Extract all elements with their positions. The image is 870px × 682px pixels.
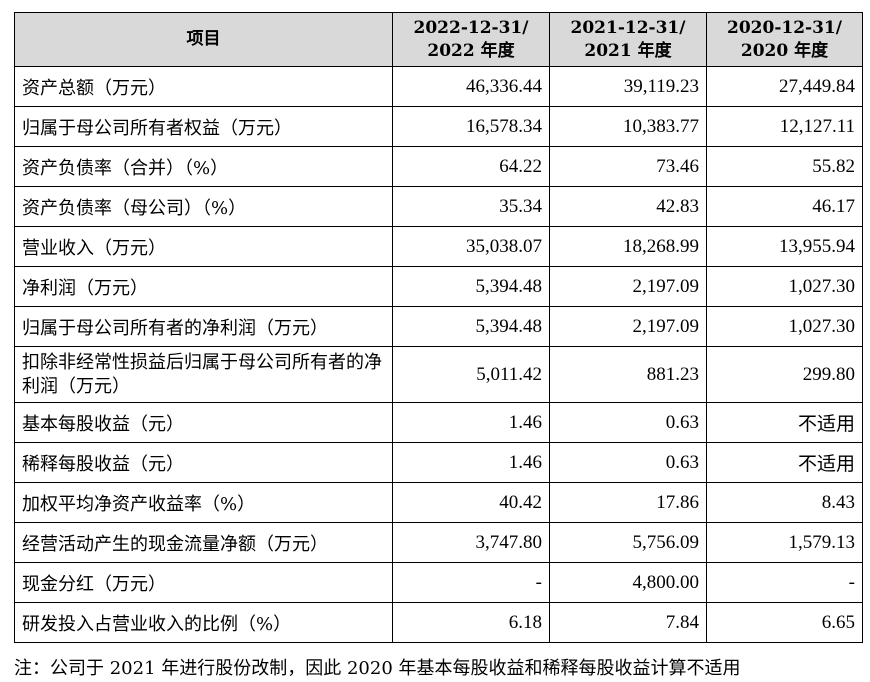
value-2021: 10,383.77 — [549, 106, 707, 147]
value-2022: 40.42 — [392, 482, 550, 523]
value-2021: 42.83 — [549, 186, 707, 227]
value-2020: 8.43 — [706, 482, 863, 523]
row-label: 资产总额（万元） — [14, 66, 393, 107]
table-row: 资产负债率（合并）（%） 64.22 73.46 55.82 — [14, 146, 863, 187]
table-row: 扣除非经常性损益后归属于母公司所有者的净利润（万元） 5,011.42 881.… — [14, 346, 863, 403]
header-2020: 2020-12-31/ 2020 年度 — [706, 12, 863, 67]
row-label: 基本每股收益（元） — [14, 402, 393, 443]
value-2022: 35,038.07 — [392, 226, 550, 267]
value-2021: 7.84 — [549, 602, 707, 643]
value-2020: 1,027.30 — [706, 266, 863, 307]
value-2020: 不适用 — [706, 442, 863, 483]
table-row: 归属于母公司所有者的净利润（万元） 5,394.48 2,197.09 1,02… — [14, 306, 863, 347]
row-label: 资产负债率（母公司）（%） — [14, 186, 393, 227]
row-label: 净利润（万元） — [14, 266, 393, 307]
table-row: 基本每股收益（元） 1.46 0.63 不适用 — [14, 402, 863, 443]
value-2022: 5,011.42 — [392, 346, 550, 403]
row-label: 现金分红（万元） — [14, 562, 393, 603]
row-label: 加权平均净资产收益率（%） — [14, 482, 393, 523]
row-label: 稀释每股收益（元） — [14, 442, 393, 483]
value-2021: 881.23 — [549, 346, 707, 403]
table-row: 加权平均净资产收益率（%） 40.42 17.86 8.43 — [14, 482, 863, 523]
table-row: 资产总额（万元） 46,336.44 39,119.23 27,449.84 — [14, 66, 863, 107]
table-row: 现金分红（万元） - 4,800.00 - — [14, 562, 863, 603]
row-label: 归属于母公司所有者的净利润（万元） — [14, 306, 393, 347]
footnote: 注：公司于 2021 年进行股份改制，因此 2020 年基本每股收益和稀释每股收… — [14, 658, 741, 679]
value-2022: 46,336.44 — [392, 66, 550, 107]
value-2022: 6.18 — [392, 602, 550, 643]
table-header-row: 项目 2022-12-31/ 2022 年度 2021-12-31/ 2021 … — [14, 12, 863, 67]
value-2022: 3,747.80 — [392, 522, 550, 563]
value-2021: 2,197.09 — [549, 266, 707, 307]
value-2021: 5,756.09 — [549, 522, 707, 563]
value-2021: 2,197.09 — [549, 306, 707, 347]
value-2021: 4,800.00 — [549, 562, 707, 603]
value-2020: 12,127.11 — [706, 106, 863, 147]
value-2022: 5,394.48 — [392, 306, 550, 347]
value-2022: 16,578.34 — [392, 106, 550, 147]
value-2020: 46.17 — [706, 186, 863, 227]
header-item: 项目 — [14, 12, 393, 67]
value-2022: 5,394.48 — [392, 266, 550, 307]
value-2020: 1,579.13 — [706, 522, 863, 563]
value-2020: 不适用 — [706, 402, 863, 443]
value-2021: 18,268.99 — [549, 226, 707, 267]
value-2022: 1.46 — [392, 402, 550, 443]
row-label: 营业收入（万元） — [14, 226, 393, 267]
value-2022: 64.22 — [392, 146, 550, 187]
table-row: 净利润（万元） 5,394.48 2,197.09 1,027.30 — [14, 266, 863, 307]
value-2020: 27,449.84 — [706, 66, 863, 107]
row-label: 资产负债率（合并）（%） — [14, 146, 393, 187]
value-2021: 17.86 — [549, 482, 707, 523]
row-label: 扣除非经常性损益后归属于母公司所有者的净利润（万元） — [14, 346, 393, 403]
value-2022: 35.34 — [392, 186, 550, 227]
value-2022: 1.46 — [392, 442, 550, 483]
value-2020: 6.65 — [706, 602, 863, 643]
table-row: 营业收入（万元） 35,038.07 18,268.99 13,955.94 — [14, 226, 863, 267]
header-2021: 2021-12-31/ 2021 年度 — [549, 12, 707, 67]
table-row: 资产负债率（母公司）（%） 35.34 42.83 46.17 — [14, 186, 863, 227]
value-2021: 73.46 — [549, 146, 707, 187]
value-2020: - — [706, 562, 863, 603]
table-row: 研发投入占营业收入的比例（%） 6.18 7.84 6.65 — [14, 602, 863, 643]
value-2022: - — [392, 562, 550, 603]
value-2021: 0.63 — [549, 442, 707, 483]
table-row: 稀释每股收益（元） 1.46 0.63 不适用 — [14, 442, 863, 483]
value-2020: 299.80 — [706, 346, 863, 403]
financial-summary-table: 项目 2022-12-31/ 2022 年度 2021-12-31/ 2021 … — [14, 12, 863, 643]
value-2021: 39,119.23 — [549, 66, 707, 107]
value-2020: 55.82 — [706, 146, 863, 187]
value-2021: 0.63 — [549, 402, 707, 443]
row-label: 归属于母公司所有者权益（万元） — [14, 106, 393, 147]
row-label: 经营活动产生的现金流量净额（万元） — [14, 522, 393, 563]
table-row: 经营活动产生的现金流量净额（万元） 3,747.80 5,756.09 1,57… — [14, 522, 863, 563]
value-2020: 1,027.30 — [706, 306, 863, 347]
value-2020: 13,955.94 — [706, 226, 863, 267]
row-label: 研发投入占营业收入的比例（%） — [14, 602, 393, 643]
header-2022: 2022-12-31/ 2022 年度 — [392, 12, 550, 67]
table-row: 归属于母公司所有者权益（万元） 16,578.34 10,383.77 12,1… — [14, 106, 863, 147]
